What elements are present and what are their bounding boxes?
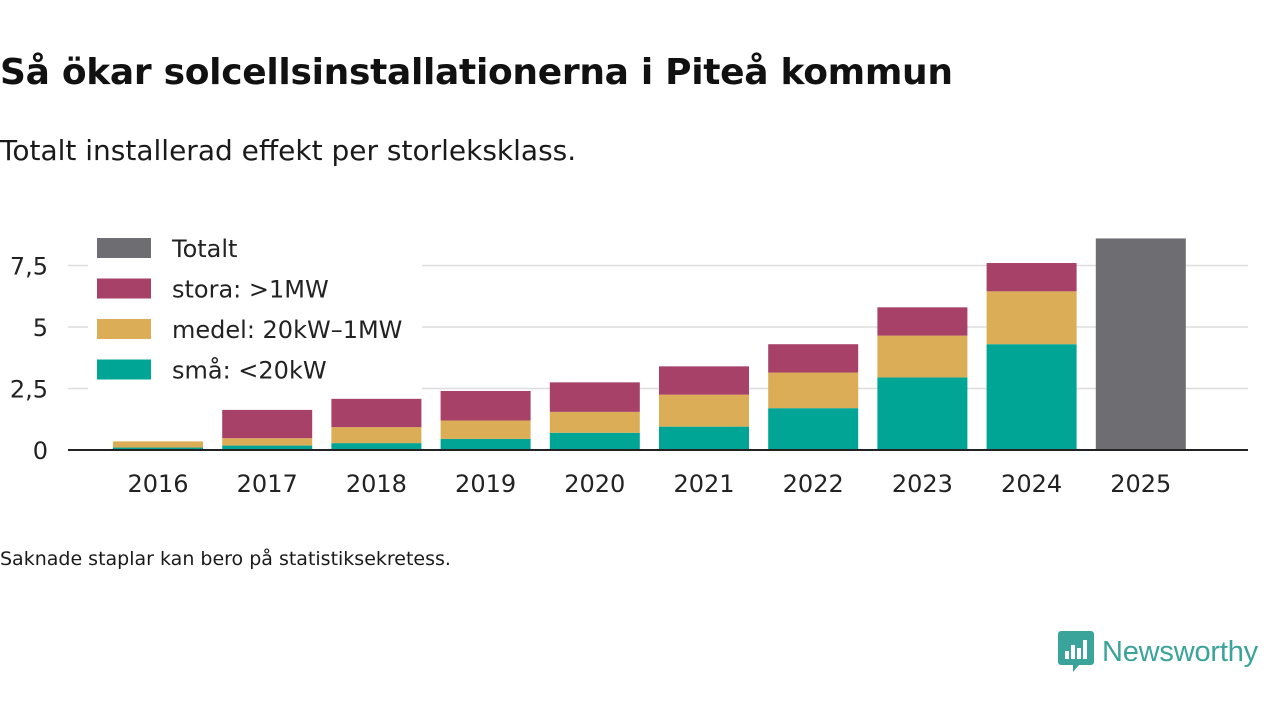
bar-large-2023[interactable] xyxy=(877,307,968,336)
bar-small-2021[interactable] xyxy=(659,426,749,450)
chart-title: Så ökar solcellsinstallationerna i Piteå… xyxy=(0,52,953,93)
x-tick-label: 2019 xyxy=(455,470,516,498)
bar-large-2018[interactable] xyxy=(331,398,422,428)
footnote: Saknade staplar kan bero på statistiksek… xyxy=(0,548,451,570)
bar-large-2022[interactable] xyxy=(768,344,859,373)
x-tick-label: 2023 xyxy=(892,470,953,498)
x-tick-label: 2017 xyxy=(237,470,298,498)
x-tick-label: 2025 xyxy=(1110,470,1171,498)
legend-label-small[interactable]: små: <20kW xyxy=(172,356,327,385)
y-tick-label: 5 xyxy=(33,314,48,342)
bar-medium-2016[interactable] xyxy=(113,441,203,448)
y-tick-label: 2,5 xyxy=(10,376,48,404)
y-tick-label: 0 xyxy=(33,437,48,465)
newsworthy-logo-icon xyxy=(1058,631,1094,672)
bar-small-2019[interactable] xyxy=(440,438,531,450)
legend-label-medium[interactable]: medel: 20kW–1MW xyxy=(172,316,402,344)
bar-medium-2020[interactable] xyxy=(549,411,640,433)
legend-swatch-large xyxy=(97,278,151,299)
chart-subtitle: Totalt installerad effekt per storlekskl… xyxy=(0,134,577,167)
x-tick-label: 2016 xyxy=(127,470,188,498)
y-tick-label: 7,5 xyxy=(10,253,48,281)
bar-small-2020[interactable] xyxy=(549,432,640,450)
bar-small-2023[interactable] xyxy=(877,377,968,450)
bar-large-2021[interactable] xyxy=(659,366,749,395)
bar-medium-2021[interactable] xyxy=(659,394,749,427)
x-tick-label: 2022 xyxy=(783,470,844,498)
x-tick-label: 2018 xyxy=(346,470,407,498)
legend-label-total[interactable]: Totalt xyxy=(171,235,237,263)
legend-swatch-medium xyxy=(97,319,151,339)
x-tick-label: 2020 xyxy=(564,470,625,498)
bar-medium-2022[interactable] xyxy=(768,372,859,409)
bar-small-2016[interactable] xyxy=(113,447,203,450)
bar-large-2024[interactable] xyxy=(986,263,1077,292)
bar-medium-2023[interactable] xyxy=(877,335,968,378)
bar-small-2022[interactable] xyxy=(768,408,859,450)
bar-large-2020[interactable] xyxy=(549,382,640,412)
bar-total-2025[interactable] xyxy=(1095,238,1186,450)
bar-large-2019[interactable] xyxy=(440,390,531,421)
x-tick-label: 2024 xyxy=(1001,470,1062,498)
bar-medium-2024[interactable] xyxy=(986,291,1077,345)
bar-small-2024[interactable] xyxy=(986,344,1077,450)
bar-medium-2019[interactable] xyxy=(440,420,531,439)
newsworthy-logo[interactable]: Newsworthy xyxy=(1058,630,1258,674)
x-tick-label: 2021 xyxy=(673,470,734,498)
bar-medium-2018[interactable] xyxy=(331,427,422,444)
bar-medium-2017[interactable] xyxy=(222,438,313,446)
bar-small-2018[interactable] xyxy=(331,443,422,450)
bar-large-2017[interactable] xyxy=(222,409,313,439)
bar-small-2017[interactable] xyxy=(222,445,313,450)
brand-name: Newsworthy xyxy=(1102,635,1258,668)
legend-label-large[interactable]: stora: >1MW xyxy=(172,276,329,304)
legend-swatch-total xyxy=(97,238,151,258)
legend-swatch-small xyxy=(97,359,151,380)
